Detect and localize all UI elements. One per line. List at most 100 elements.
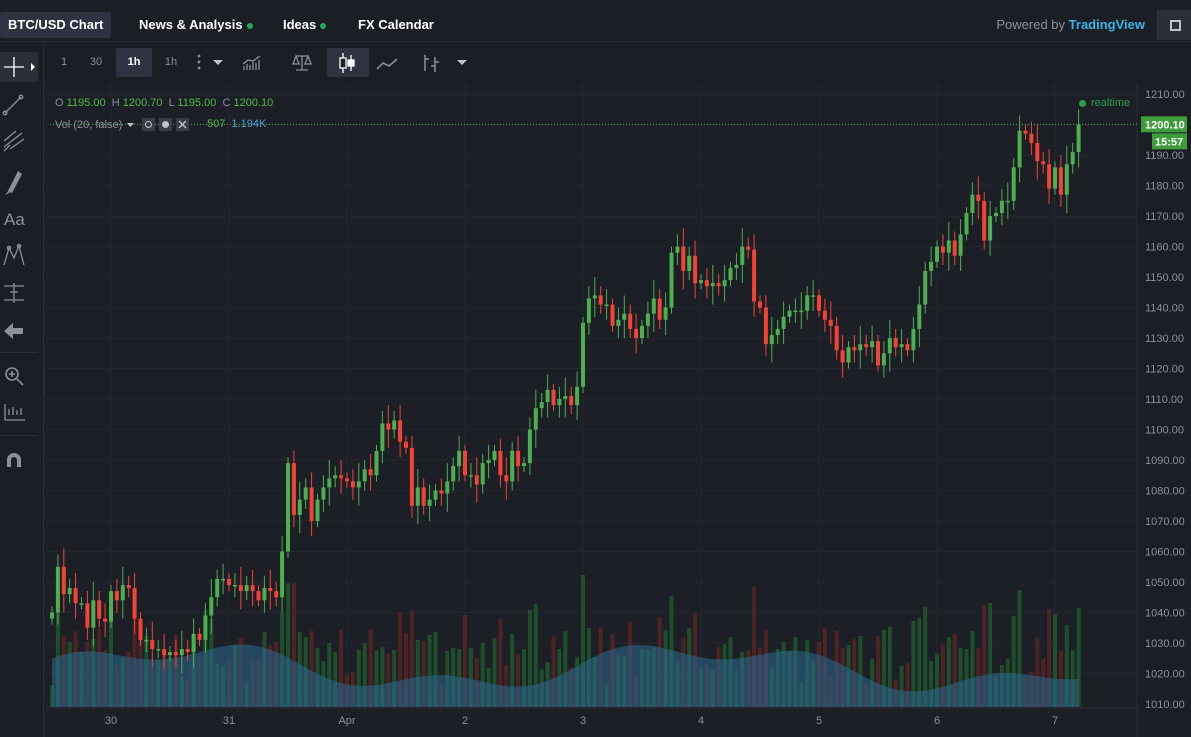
candle-body xyxy=(433,490,438,500)
candle-body xyxy=(846,347,851,363)
interval-1h-alt[interactable]: 1h xyxy=(164,56,178,68)
time-tick-label: 7 xyxy=(1052,715,1058,727)
candle-body xyxy=(474,475,479,485)
candle-body xyxy=(533,408,538,430)
candle-body xyxy=(79,603,84,605)
zoom-icon[interactable] xyxy=(5,367,24,386)
interval-1[interactable]: 1 xyxy=(60,56,68,68)
ohlc-legend: O 1195.00 H 1200.70 L 1195.00 C 1200.10 xyxy=(55,97,274,109)
price-tick-label: 1040.00 xyxy=(1145,607,1185,619)
chart-type-dropdown-icon[interactable] xyxy=(457,60,467,65)
candle-body xyxy=(881,353,886,366)
volume-bar xyxy=(468,648,473,707)
back-icon[interactable] xyxy=(4,323,23,339)
candle-body xyxy=(250,585,255,592)
price-tick-label: 1070.00 xyxy=(1145,516,1185,528)
candle-body xyxy=(852,347,857,351)
candle-body xyxy=(870,341,875,348)
tab-news-analysis[interactable]: News & Analysis xyxy=(131,12,261,38)
eye-icon[interactable] xyxy=(142,118,156,131)
volume-bar xyxy=(923,607,928,707)
volume-bar xyxy=(386,653,391,707)
volume-bar xyxy=(858,636,863,707)
volume-bar xyxy=(463,615,467,707)
crosshair-icon[interactable] xyxy=(4,57,24,77)
powered-by[interactable]: Powered by TradingView xyxy=(996,17,1145,32)
volume-bar xyxy=(392,650,397,707)
time-tick-label: 2 xyxy=(462,715,468,727)
candle-body xyxy=(492,450,497,461)
volume-dropdown-icon[interactable] xyxy=(127,123,135,127)
popout-button[interactable] xyxy=(1157,10,1191,40)
magnet-icon[interactable] xyxy=(7,453,21,467)
candle-body xyxy=(238,585,243,592)
candle-body xyxy=(663,307,668,320)
candle-body xyxy=(940,246,945,253)
tradingview-brand[interactable]: TradingView xyxy=(1068,17,1145,32)
candles-icon[interactable] xyxy=(339,53,355,73)
trendline-icon[interactable] xyxy=(2,94,24,116)
measure-icon[interactable] xyxy=(4,283,24,303)
sidebar-separator xyxy=(0,352,38,353)
chart-toolbar: 1 30 1h 1h xyxy=(44,43,1191,83)
candle-body xyxy=(350,481,355,488)
tab-fx-calendar[interactable]: FX Calendar xyxy=(358,17,434,32)
volume-bar xyxy=(333,652,338,707)
candle-body xyxy=(592,295,597,299)
sidebar-separator-2 xyxy=(0,435,38,436)
ruler-icon[interactable] xyxy=(4,404,25,421)
tab-ideas[interactable]: Ideas xyxy=(275,12,334,38)
candle-body xyxy=(964,213,969,235)
toolbar-icons-2 xyxy=(339,53,467,73)
volume-bar xyxy=(752,587,757,707)
volume-bar xyxy=(421,641,426,707)
indicators-icon[interactable] xyxy=(242,55,261,70)
candlestick-chart[interactable]: 1010.00 1020.00 1030.00 1040.00 1050.00 1060.… xyxy=(45,83,1191,737)
candle-body xyxy=(822,310,827,320)
text-icon[interactable]: Aa xyxy=(4,210,25,229)
price-tick-label: 1100.00 xyxy=(1145,425,1184,437)
volume-values: 507 1.194K xyxy=(207,118,266,130)
candle-body xyxy=(315,499,320,522)
compare-icon[interactable] xyxy=(292,54,312,71)
brush-icon[interactable] xyxy=(5,171,22,195)
fib-icon[interactable] xyxy=(3,130,25,152)
open-value: 1195.00 xyxy=(66,97,106,109)
price-tick-label: 1150.00 xyxy=(1145,272,1184,284)
candle-body xyxy=(586,298,591,323)
bars-icon[interactable] xyxy=(424,55,439,72)
interval-1h[interactable]: 1h xyxy=(116,48,152,77)
candle-body xyxy=(539,402,544,409)
candle-body xyxy=(297,499,302,515)
volume-bar xyxy=(876,636,880,707)
price-tick-label: 1020.00 xyxy=(1145,668,1185,680)
pattern-icon[interactable] xyxy=(3,243,25,266)
tab-btc-usd-chart[interactable]: BTC/USD Chart xyxy=(0,12,112,38)
candle-body xyxy=(109,591,113,622)
price-tick-label: 1170.00 xyxy=(1145,211,1184,223)
candle-body xyxy=(1076,124,1081,153)
sidebar-tools: Aa xyxy=(0,52,38,467)
last-price-badge xyxy=(1141,116,1187,133)
line-icon[interactable] xyxy=(376,58,398,70)
chart-area[interactable]: 1010.00 1020.00 1030.00 1040.00 1050.00 1060.… xyxy=(45,83,1191,737)
candle-body xyxy=(114,591,119,601)
volume-bar xyxy=(940,644,945,707)
candle-body xyxy=(486,460,491,464)
price-tick-label: 1120.00 xyxy=(1145,364,1184,376)
candle-body xyxy=(67,588,72,595)
volume-study-label[interactable]: Vol (20, false) xyxy=(55,118,123,131)
interval-30[interactable]: 30 xyxy=(89,56,103,68)
time-tick-label: 6 xyxy=(934,715,940,727)
dropdown-icon[interactable] xyxy=(213,60,223,65)
crosshair-dropdown-icon[interactable] xyxy=(31,63,35,71)
time-tick-label: 3 xyxy=(580,715,586,727)
more-icon[interactable] xyxy=(197,54,201,70)
countdown-badge xyxy=(1152,133,1187,150)
candle-body xyxy=(421,487,426,506)
candle-body xyxy=(551,389,556,406)
candle-body xyxy=(935,246,939,262)
candle-body xyxy=(227,578,231,586)
candle-body xyxy=(911,328,916,351)
candle-body xyxy=(527,429,532,464)
